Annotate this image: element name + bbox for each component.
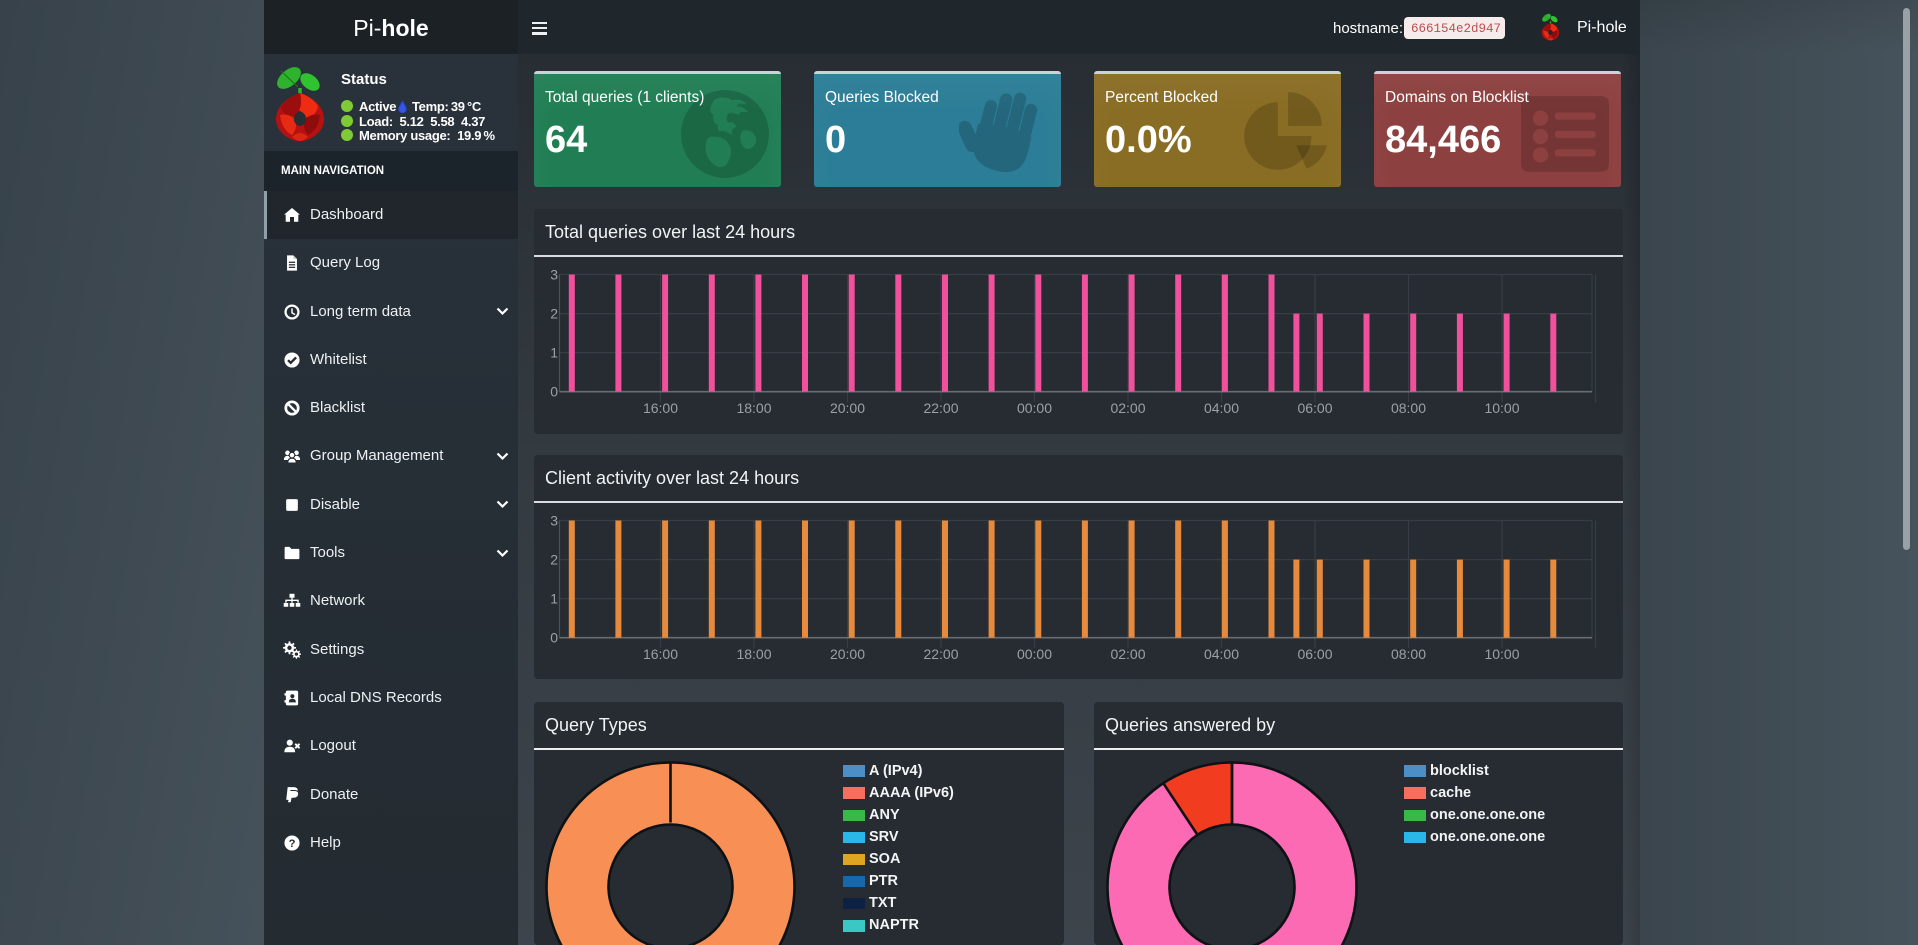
svg-text:1: 1: [550, 591, 558, 607]
svg-text:02:00: 02:00: [1110, 400, 1145, 416]
svg-text:08:00: 08:00: [1391, 400, 1426, 416]
svg-text:10:00: 10:00: [1484, 400, 1519, 416]
svg-text:3: 3: [550, 267, 558, 283]
svg-text:?: ?: [289, 838, 296, 850]
svg-text:00:00: 00:00: [1017, 646, 1052, 662]
svg-text:20:00: 20:00: [830, 400, 865, 416]
svg-text:2: 2: [550, 552, 558, 568]
svg-text:1: 1: [550, 345, 558, 361]
svg-text:04:00: 04:00: [1204, 646, 1239, 662]
svg-text:00:00: 00:00: [1017, 400, 1052, 416]
svg-text:08:00: 08:00: [1391, 646, 1426, 662]
svg-text:16:00: 16:00: [643, 400, 678, 416]
svg-text:06:00: 06:00: [1297, 400, 1332, 416]
svg-text:22:00: 22:00: [923, 646, 958, 662]
svg-text:18:00: 18:00: [736, 400, 771, 416]
svg-text:02:00: 02:00: [1110, 646, 1145, 662]
svg-text:0: 0: [550, 630, 558, 646]
svg-text:16:00: 16:00: [643, 646, 678, 662]
svg-text:04:00: 04:00: [1204, 400, 1239, 416]
svg-text:0: 0: [550, 384, 558, 400]
svg-text:06:00: 06:00: [1297, 646, 1332, 662]
svg-text:3: 3: [550, 513, 558, 529]
svg-text:18:00: 18:00: [736, 646, 771, 662]
svg-text:2: 2: [550, 306, 558, 322]
svg-text:10:00: 10:00: [1484, 646, 1519, 662]
svg-text:22:00: 22:00: [923, 400, 958, 416]
svg-text:20:00: 20:00: [830, 646, 865, 662]
